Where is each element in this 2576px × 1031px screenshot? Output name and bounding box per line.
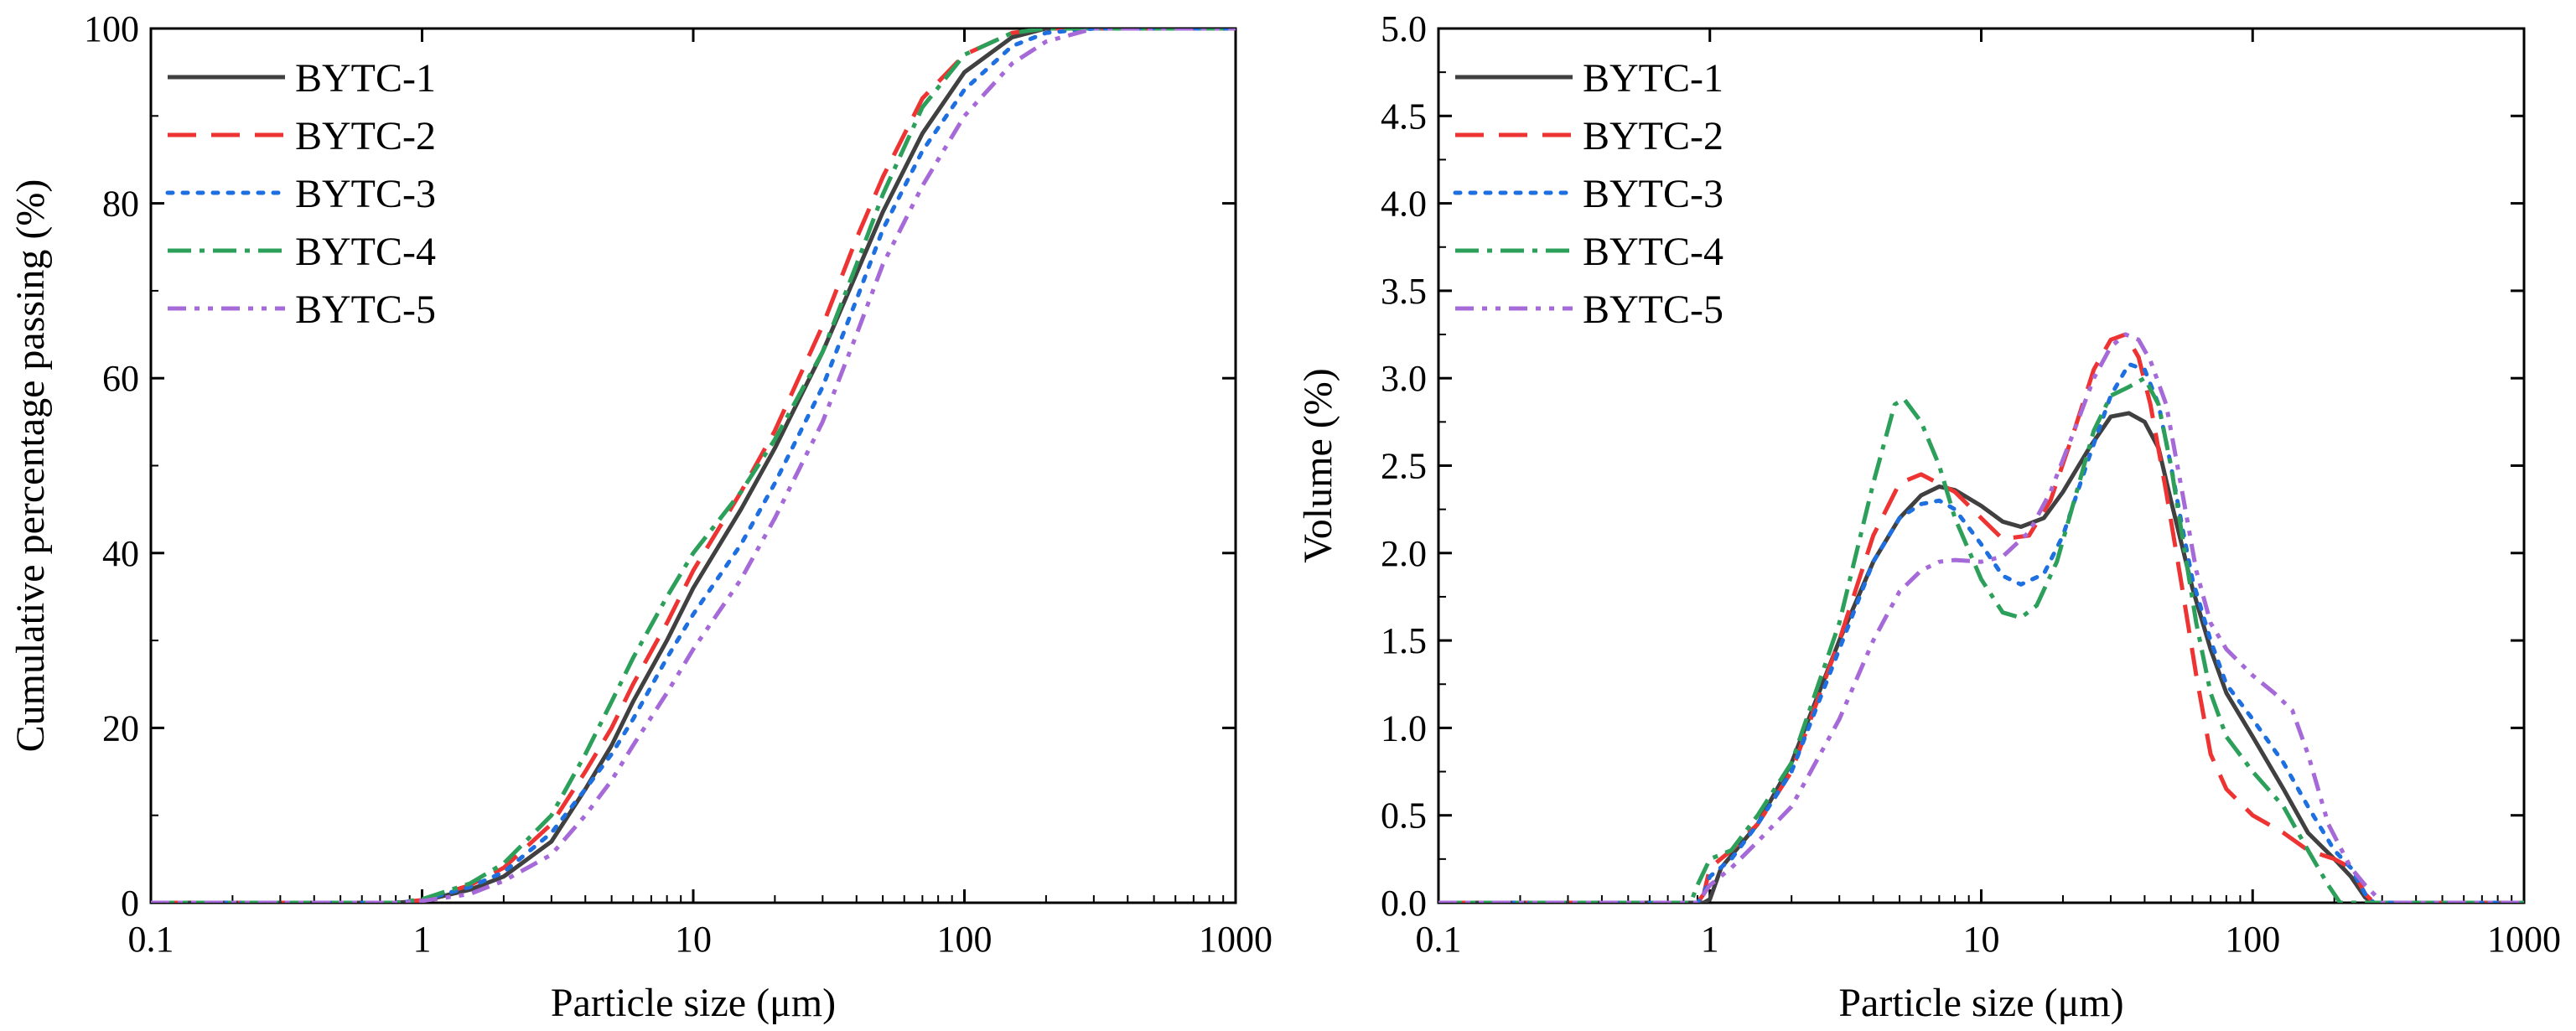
series-line-bytc-4 — [1438, 376, 2524, 903]
y-tick-label: 0.0 — [1381, 883, 1427, 924]
series-line-bytc-3 — [151, 28, 1236, 903]
x-tick-label: 1000 — [2487, 919, 2561, 960]
legend-label-bytc-2: BYTC-2 — [295, 114, 436, 158]
legend-label-bytc-1: BYTC-1 — [1583, 56, 1723, 101]
legend-label-bytc-4: BYTC-4 — [1583, 230, 1723, 274]
series-line-bytc-4 — [151, 28, 1236, 903]
legend-label-bytc-2: BYTC-2 — [1583, 114, 1723, 158]
y-tick-label: 3.0 — [1381, 358, 1427, 399]
y-tick-label: 2.5 — [1381, 446, 1427, 487]
x-tick-label: 10 — [1963, 919, 2000, 960]
y-tick-label: 100 — [84, 8, 139, 49]
x-axis-title: Particle size (μm) — [551, 981, 836, 1025]
y-tick-label: 80 — [102, 184, 139, 225]
x-tick-label: 100 — [2225, 919, 2280, 960]
series-line-bytc-5 — [1438, 332, 2524, 903]
y-tick-label: 1.5 — [1381, 620, 1427, 661]
y-tick-label: 20 — [102, 707, 139, 749]
x-tick-label: 10 — [675, 919, 712, 960]
y-axis-title: Volume (%) — [1296, 368, 1340, 562]
y-tick-label: 0.5 — [1381, 795, 1427, 837]
x-tick-label: 100 — [937, 919, 993, 960]
series-line-bytc-5 — [151, 28, 1236, 903]
volume-distribution-chart: 0.1 1 10 100 1000 0.0 0.5 1.0 1.5 2.0 2.5 3.0 3.5 4.0… — [1296, 8, 2561, 1025]
x-tick-label: 1000 — [1199, 919, 1272, 960]
y-tick-label: 2.0 — [1381, 533, 1427, 574]
y-tick-label: 40 — [102, 533, 139, 574]
x-tick-label: 1 — [413, 919, 432, 960]
legend-label-bytc-3: BYTC-3 — [1583, 172, 1723, 216]
y-axis-title: Cumulative percentage passing (%) — [8, 179, 53, 753]
y-tick-label: 1.0 — [1381, 707, 1427, 749]
y-tick-label: 3.5 — [1381, 271, 1427, 312]
x-axis-title: Particle size (μm) — [1838, 981, 2123, 1025]
legend-label-bytc-3: BYTC-3 — [295, 172, 436, 216]
cumulative-passing-chart: 0.1 1 10 100 1000 0 20 40 60 80 100 Particle size (… — [8, 8, 1272, 1025]
series-line-bytc-3 — [1438, 362, 2524, 903]
y-tick-label: 0 — [121, 883, 139, 924]
y-tick-label: 60 — [102, 358, 139, 399]
x-tick-label: 0.1 — [1416, 919, 1462, 960]
x-tick-label: 0.1 — [128, 919, 174, 960]
legend-label-bytc-5: BYTC-5 — [1583, 288, 1723, 332]
y-tick-label: 4.5 — [1381, 96, 1427, 137]
legend-label-bytc-5: BYTC-5 — [295, 288, 436, 332]
legend-label-bytc-1: BYTC-1 — [295, 56, 436, 101]
series-line-bytc-1 — [151, 28, 1236, 903]
series-line-bytc-2 — [1438, 332, 2524, 903]
x-tick-label: 1 — [1701, 919, 1719, 960]
y-tick-label: 4.0 — [1381, 184, 1427, 225]
y-tick-label: 5.0 — [1381, 8, 1427, 49]
legend-label-bytc-4: BYTC-4 — [295, 230, 436, 274]
